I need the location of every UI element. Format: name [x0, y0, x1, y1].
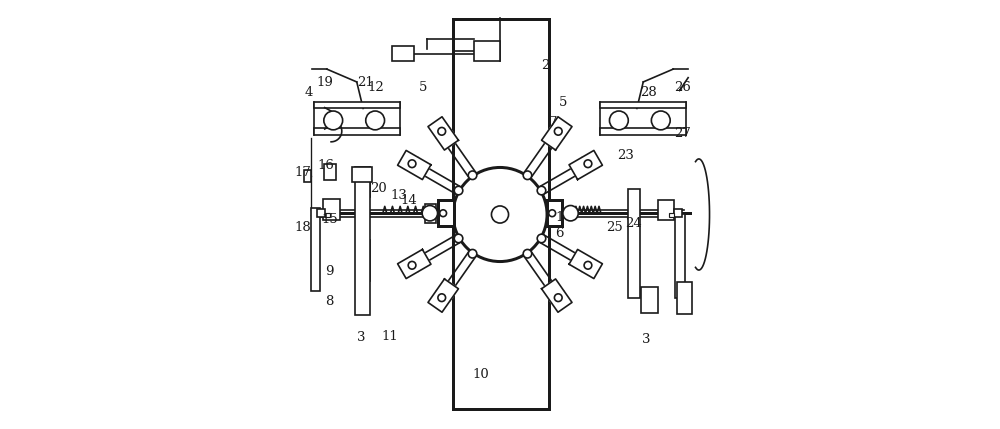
Circle shape — [554, 127, 562, 135]
Polygon shape — [542, 279, 572, 312]
Text: 17: 17 — [295, 166, 312, 178]
Bar — [425, 204, 436, 223]
Polygon shape — [569, 249, 602, 278]
Circle shape — [422, 205, 438, 221]
Text: 8: 8 — [326, 295, 334, 308]
Bar — [674, 209, 682, 217]
Text: 2: 2 — [541, 59, 549, 72]
Circle shape — [438, 127, 446, 135]
Bar — [323, 199, 340, 220]
Bar — [453, 18, 549, 409]
Bar — [304, 169, 311, 182]
Text: 3: 3 — [357, 331, 365, 344]
Text: 14: 14 — [401, 193, 417, 206]
Circle shape — [491, 206, 509, 223]
Text: 21: 21 — [357, 76, 374, 89]
Circle shape — [440, 210, 447, 217]
Text: 1: 1 — [556, 211, 564, 224]
Text: 13: 13 — [390, 189, 407, 202]
Circle shape — [453, 167, 547, 262]
Polygon shape — [542, 117, 572, 150]
Bar — [392, 46, 414, 61]
Text: 9: 9 — [325, 265, 334, 278]
Bar — [677, 281, 692, 314]
Circle shape — [523, 249, 532, 258]
Circle shape — [651, 111, 670, 130]
Bar — [352, 167, 372, 182]
Text: 4: 4 — [304, 86, 313, 99]
Polygon shape — [569, 151, 602, 180]
Circle shape — [563, 205, 578, 221]
Circle shape — [584, 261, 592, 269]
Text: 7: 7 — [549, 116, 558, 129]
Text: 18: 18 — [294, 221, 311, 235]
Circle shape — [408, 160, 416, 168]
Text: 28: 28 — [640, 86, 657, 99]
Bar — [355, 167, 370, 315]
Bar — [600, 128, 686, 136]
Text: 20: 20 — [371, 181, 387, 195]
Bar — [669, 213, 674, 217]
Bar — [317, 209, 325, 217]
Bar — [325, 213, 330, 217]
Text: 19: 19 — [316, 76, 333, 89]
Circle shape — [454, 234, 463, 243]
Text: 3: 3 — [642, 333, 651, 346]
Text: 27: 27 — [675, 127, 691, 140]
Bar — [311, 208, 320, 291]
Circle shape — [584, 160, 592, 168]
Text: 12: 12 — [368, 81, 384, 94]
Text: 15: 15 — [321, 214, 338, 227]
Circle shape — [454, 186, 463, 195]
Circle shape — [468, 171, 477, 180]
Text: 25: 25 — [606, 221, 623, 235]
Text: 24: 24 — [625, 218, 642, 230]
Bar — [641, 287, 658, 313]
Bar — [600, 102, 686, 109]
Circle shape — [523, 171, 532, 180]
Circle shape — [549, 210, 556, 217]
Bar — [675, 214, 685, 298]
Text: 6: 6 — [556, 227, 564, 240]
Text: 5: 5 — [559, 96, 567, 109]
Bar — [438, 200, 454, 226]
Circle shape — [554, 294, 562, 302]
Bar — [474, 41, 500, 61]
Circle shape — [324, 111, 343, 130]
Bar — [547, 200, 562, 226]
Polygon shape — [398, 249, 431, 278]
Text: 23: 23 — [617, 149, 634, 162]
Bar — [314, 128, 400, 136]
Bar — [628, 189, 640, 298]
Text: 5: 5 — [419, 81, 427, 94]
Circle shape — [408, 261, 416, 269]
Polygon shape — [398, 151, 431, 180]
Bar — [324, 164, 336, 180]
Circle shape — [537, 186, 546, 195]
Polygon shape — [428, 117, 458, 150]
Text: 11: 11 — [381, 330, 398, 343]
Text: 16: 16 — [318, 159, 334, 172]
Text: 10: 10 — [472, 368, 489, 381]
Text: 26: 26 — [675, 81, 691, 94]
Bar — [314, 102, 400, 109]
Polygon shape — [428, 279, 458, 312]
Circle shape — [609, 111, 628, 130]
Circle shape — [366, 111, 385, 130]
Bar — [658, 199, 674, 220]
Circle shape — [438, 294, 446, 302]
Circle shape — [468, 249, 477, 258]
Circle shape — [537, 234, 546, 243]
